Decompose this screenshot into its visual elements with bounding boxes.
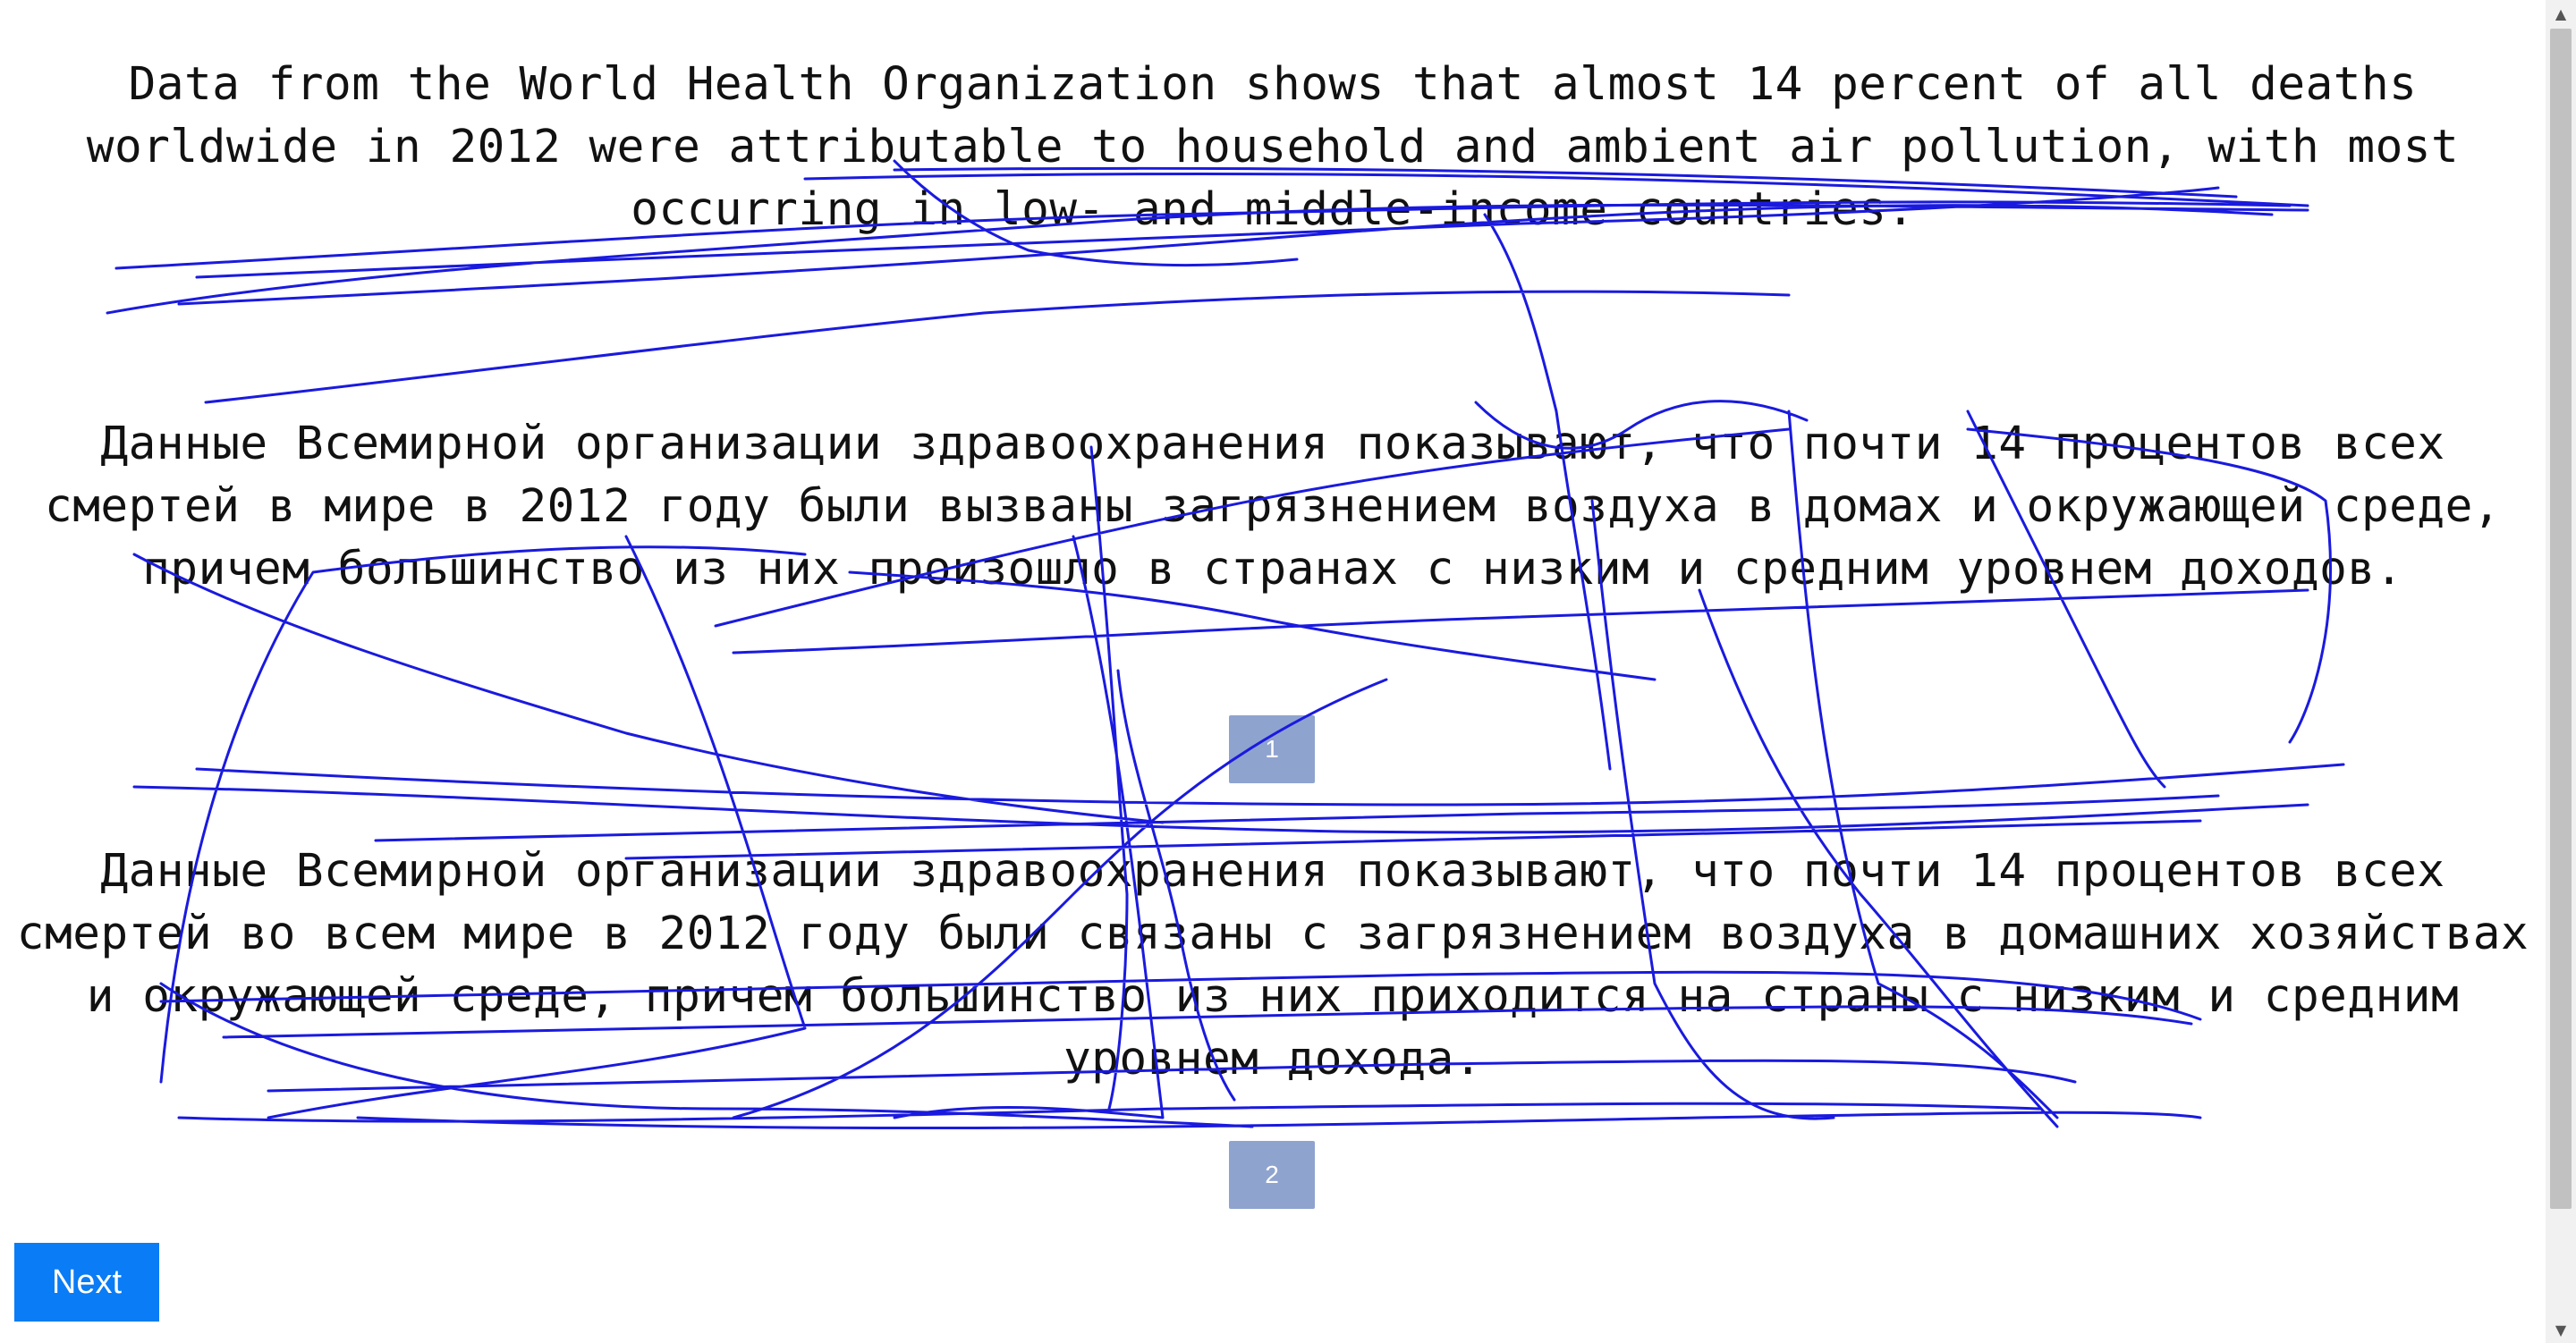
triangle-down-icon[interactable]: ▼ bbox=[2555, 1321, 2567, 1339]
next-button[interactable]: Next bbox=[14, 1243, 159, 1322]
translation-option-2-button[interactable]: 2 bbox=[1229, 1141, 1315, 1209]
scrollbar-thumb[interactable] bbox=[2550, 29, 2572, 1209]
source-sentence: Data from the World Health Organization … bbox=[86, 58, 2460, 236]
translation-option-1-text: Данные Всемирной организации здравоохран… bbox=[44, 418, 2501, 595]
translation-option-2-text: Данные Всемирной организации здравоохран… bbox=[16, 845, 2529, 1085]
translation-option-1-button[interactable]: 1 bbox=[1229, 715, 1315, 783]
triangle-up-icon[interactable]: ▲ bbox=[2555, 4, 2567, 22]
vertical-scrollbar[interactable]: ▲ ▼ bbox=[2546, 0, 2576, 1343]
